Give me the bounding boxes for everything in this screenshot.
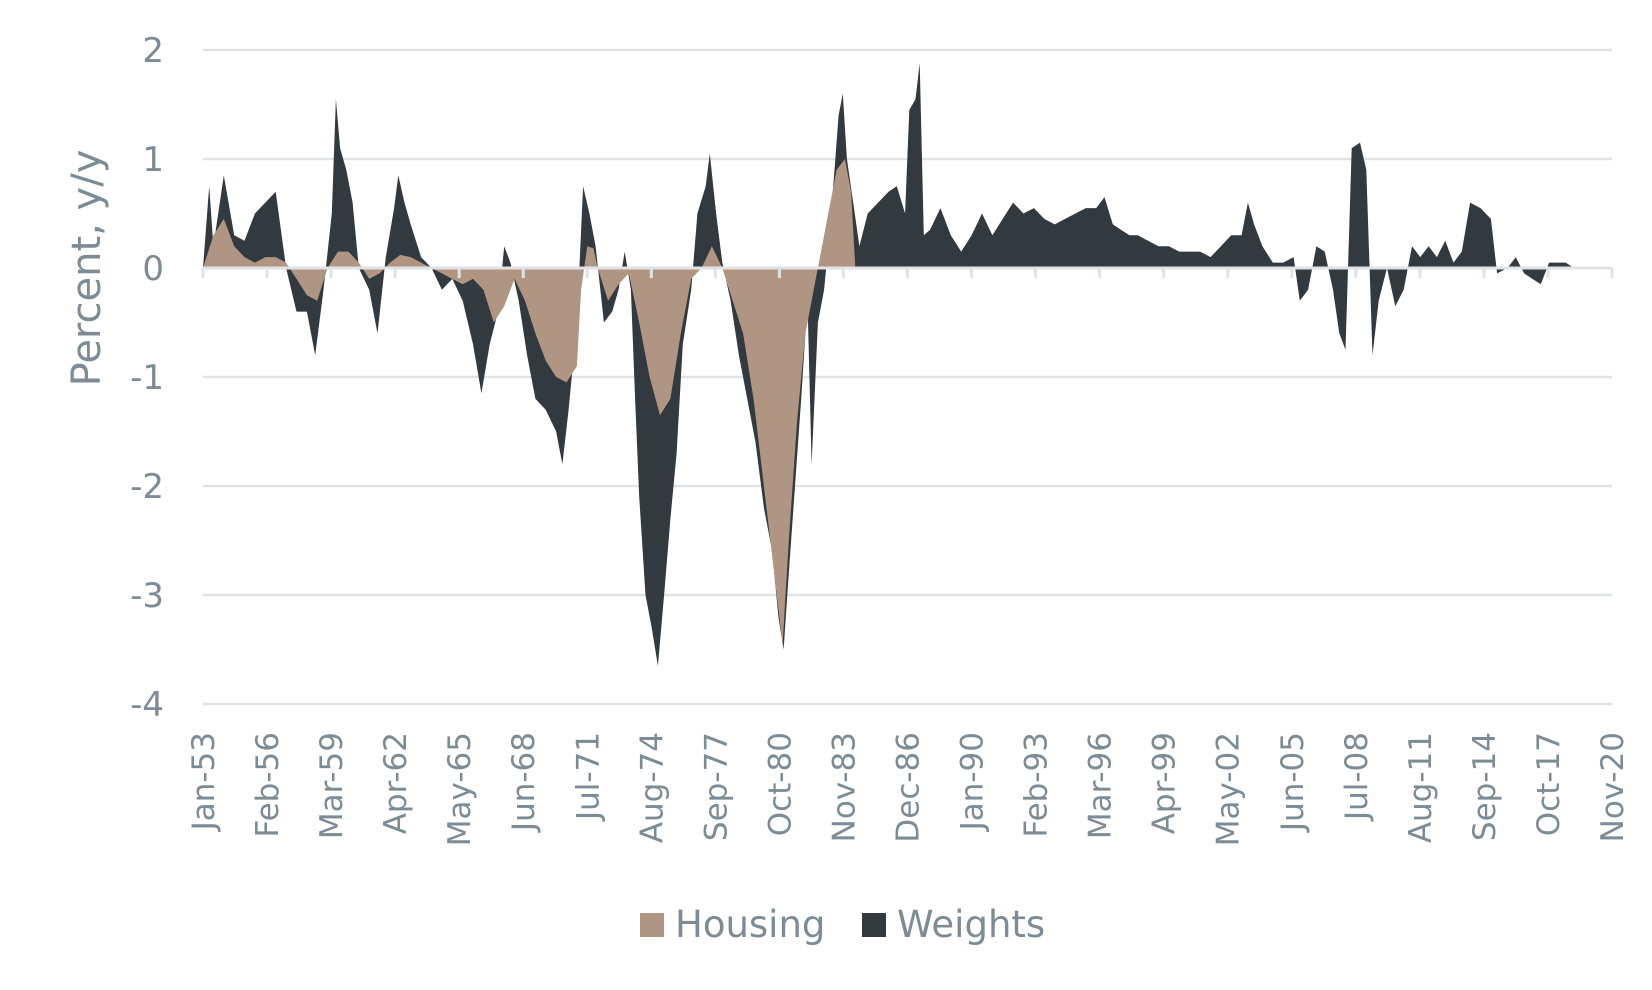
x-tick-label: Oct-17 [1531,732,1567,836]
x-tick-label: Sep-14 [1467,732,1503,841]
gridlines [203,48,1612,706]
y-tick-label: -2 [130,467,164,507]
series-area-weights [203,63,1574,666]
x-tick-label: Apr-99 [1147,732,1183,834]
y-tick-label: -3 [130,576,164,616]
legend-label-weights: Weights [897,903,1045,946]
y-tick-label: 1 [142,140,164,180]
x-tick-label: Feb-93 [1019,732,1055,838]
x-tick-label: Nov-83 [826,732,862,842]
x-tick-label: Oct-80 [762,732,798,836]
y-tick-label: -1 [130,358,164,398]
x-tick-label: Jul-71 [570,732,606,822]
legend: Housing Weights [640,903,1045,946]
series-areas [203,63,1574,666]
x-tick-label: Nov-20 [1595,732,1631,842]
x-tick-label: May-65 [442,732,478,846]
x-tick-label: Jul-08 [1339,732,1375,822]
x-axis-ticks: Jan-53 Feb-56 Mar-59 Apr-62 May-65 Jun-68 Jul-… [186,732,1631,846]
x-tick-label: May-02 [1211,732,1247,846]
x-tick-label: Mar-96 [1083,732,1119,839]
legend-swatch-weights [862,913,886,937]
y-tick-label: 0 [142,249,164,289]
x-tick-label: Mar-59 [314,732,350,839]
x-tick-label: Jun-68 [506,732,542,833]
x-tick-label: Aug-74 [634,732,670,843]
x-tick-label: Dec-86 [891,732,927,843]
y-tick-label: 2 [142,31,164,71]
y-axis-label: Percent, y/y [64,150,110,387]
x-tick-label: Apr-62 [378,732,414,834]
legend-swatch-housing [640,913,664,937]
x-tick-label: Jan-90 [955,732,991,832]
y-tick-label: -4 [130,685,164,725]
legend-label-housing: Housing [675,903,825,946]
zero-line [201,266,1614,278]
y-axis-ticks: 2 1 0 -1 -2 -3 -4 [130,31,164,725]
x-tick-label: Feb-56 [250,732,286,838]
series-area-housing [203,159,856,645]
x-tick-label: Jan-53 [186,732,222,832]
x-tick-label: Jun-05 [1275,732,1311,833]
x-tick-label: Sep-77 [698,732,734,841]
x-tick-label: Aug-11 [1403,732,1439,843]
